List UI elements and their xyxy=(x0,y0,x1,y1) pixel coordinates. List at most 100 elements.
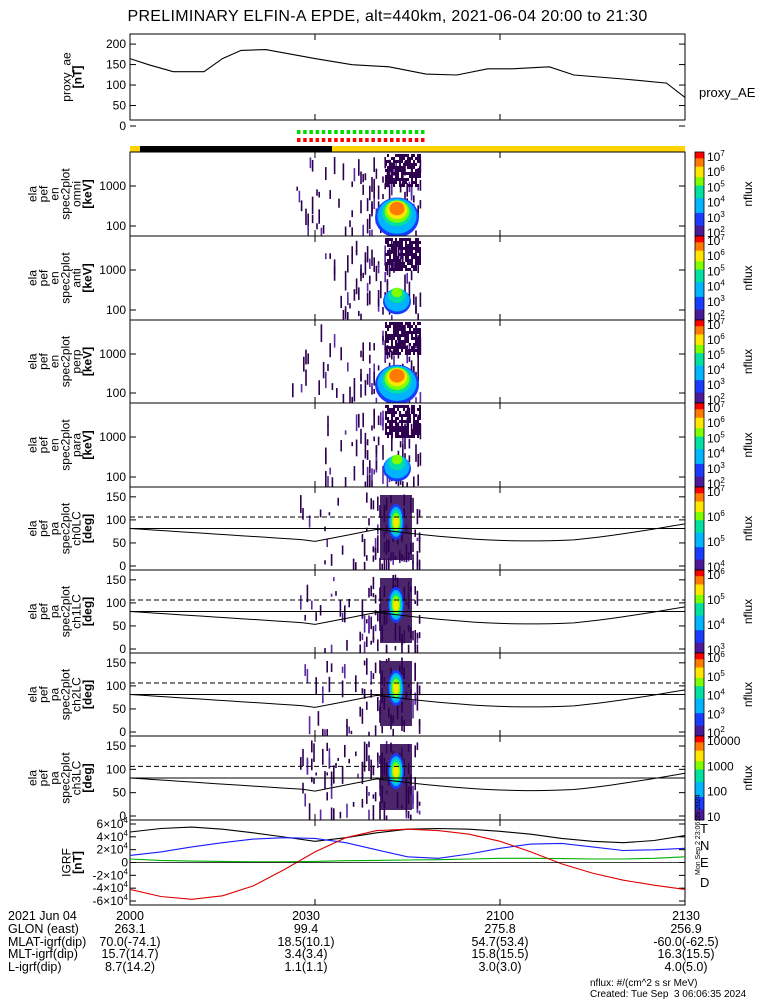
spectrum-pixel xyxy=(308,716,311,735)
spectrum-pixel xyxy=(405,253,407,256)
colorbar-segment xyxy=(695,669,704,673)
spectrum-pixel xyxy=(391,169,393,172)
colorbar-segment xyxy=(695,607,704,610)
spectrum-pixel xyxy=(417,355,419,369)
spectrum-pixel xyxy=(408,438,411,449)
spectrum-pixel xyxy=(412,700,414,719)
y-tick-label: 100 xyxy=(106,219,126,233)
spectrum-pixel xyxy=(369,213,371,230)
spectrum-pixel xyxy=(371,468,373,481)
spectrum-pixel xyxy=(368,731,370,736)
marker-red xyxy=(297,138,301,142)
colorbar-segment xyxy=(695,244,704,247)
spectrum-pixel xyxy=(413,181,415,184)
colorbar-segment xyxy=(695,305,704,308)
spectrum-pixel xyxy=(366,218,369,234)
spectrum-pixel xyxy=(346,718,348,728)
spectrum-pixel xyxy=(407,331,409,334)
spectrum-pixel xyxy=(411,163,413,166)
spectrum-pixel xyxy=(412,542,414,553)
spectrum-pixel xyxy=(415,444,417,462)
spectrum-pixel xyxy=(363,756,366,772)
spectrum-pixel xyxy=(417,346,419,349)
spectrum-pixel xyxy=(325,470,327,487)
spectrum-pixel xyxy=(407,160,409,163)
colorbar-segment xyxy=(695,522,704,525)
spectrum-pixel xyxy=(405,265,407,268)
spectrum-pixel xyxy=(382,744,384,810)
pitch-angle-blob xyxy=(393,598,399,611)
colorbar-segment xyxy=(695,470,704,473)
spectrum-pixel xyxy=(360,171,362,185)
spectrum-pixel xyxy=(399,160,401,163)
colorbar-segment xyxy=(695,378,704,381)
spectrum-pixel xyxy=(415,432,417,435)
spectrum-pixel xyxy=(373,157,375,172)
spectrum-pixel xyxy=(370,671,372,685)
colorbar-segment xyxy=(695,677,704,681)
spectrum-pixel xyxy=(366,555,368,561)
spectrum-pixel xyxy=(405,244,407,247)
spectrum-pixel xyxy=(414,663,416,682)
spectrum-pixel xyxy=(407,811,410,819)
colorbar-segment xyxy=(695,227,704,231)
colorbar-segment xyxy=(695,282,704,285)
spectrum-pixel xyxy=(342,163,345,181)
colorbar-segment xyxy=(695,644,704,648)
spectrum-pixel xyxy=(352,802,355,807)
spectrum-pixel xyxy=(412,785,414,805)
spectrum-pixel xyxy=(406,272,408,284)
spectrum-pixel xyxy=(340,295,342,309)
spectrum-pixel xyxy=(366,475,369,487)
colorbar-segment xyxy=(695,675,704,679)
spectrum-pixel xyxy=(401,420,403,423)
spectrum-pixel xyxy=(399,429,401,432)
spectrum-pixel xyxy=(366,786,368,804)
spectrum-pixel xyxy=(415,175,417,178)
colorbar-segment xyxy=(695,617,704,621)
spectrum-pixel xyxy=(411,411,413,414)
spectrum-pixel xyxy=(413,423,415,426)
spectrum-pixel xyxy=(411,181,413,184)
colorbar-label: nflux xyxy=(741,516,755,541)
colorbar-segment xyxy=(695,311,704,315)
spectrum-pixel xyxy=(330,663,333,672)
colorbar-segment xyxy=(695,436,704,440)
spectrum-pixel xyxy=(391,408,393,411)
colorbar-tick-label: 103 xyxy=(707,294,725,309)
spectrum-pixel xyxy=(363,660,366,666)
spectrum-pixel xyxy=(387,432,389,435)
spectrum-pixel xyxy=(369,185,371,201)
y-axis-label-line: ch2LC xyxy=(70,677,84,712)
spectrum-pixel xyxy=(391,429,393,432)
spectrum-pixel xyxy=(355,278,358,295)
spectrum-pixel xyxy=(393,426,395,429)
spectrum-pixel xyxy=(387,241,389,244)
colorbar-segment xyxy=(695,290,704,294)
colorbar-segment xyxy=(695,257,704,260)
spectrum-pixel xyxy=(393,322,395,325)
spectrum-pixel xyxy=(341,612,344,623)
spectrum-pixel xyxy=(340,347,342,361)
spectrum-pixel xyxy=(380,495,382,560)
spectrum-pixel xyxy=(401,331,403,334)
colorbar-segment xyxy=(695,601,704,604)
legend-T: T xyxy=(700,821,708,836)
y-tick-label: 0 xyxy=(119,642,126,656)
spectrum-pixel xyxy=(407,262,409,265)
spectrum-pixel xyxy=(326,660,328,673)
colorbar-segment xyxy=(695,434,704,438)
y-tick-label: 2×104 xyxy=(97,842,129,857)
spectrum-pixel xyxy=(407,432,409,435)
footer-row-label: GLON (east) xyxy=(8,921,79,936)
spectrum-pixel xyxy=(397,417,399,420)
spectrum-pixel xyxy=(409,262,411,265)
spectrum-pixel xyxy=(419,154,421,157)
spectrum-pixel xyxy=(403,154,405,157)
spectrum-pixel xyxy=(322,361,325,379)
spectrum-pixel xyxy=(403,432,405,435)
spectrum-pixel xyxy=(401,172,403,175)
